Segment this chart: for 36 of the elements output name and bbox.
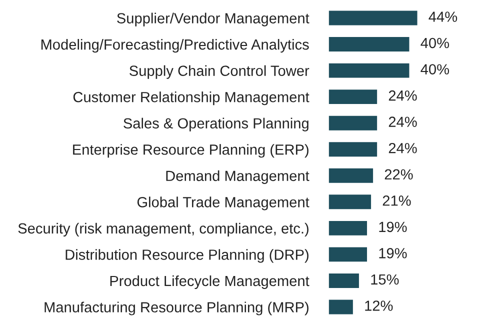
- y-tick-label: Supplier/Vendor Management: [117, 12, 310, 26]
- data-label: 19%: [379, 248, 407, 258]
- bar: [328, 142, 378, 157]
- bar: [328, 220, 368, 236]
- y-tick-label: Enterprise Resource Planning (ERP): [73, 144, 308, 158]
- bar: [328, 194, 372, 210]
- data-label: 24%: [388, 116, 417, 127]
- bar: [328, 168, 374, 183]
- data-label: 44%: [428, 12, 458, 22]
- y-tick-label: Manufacturing Resource Planning (MRP): [44, 302, 308, 316]
- y-tick-label: Security (risk management, compliance, etc.): [18, 222, 308, 236]
- bar: [328, 90, 378, 104]
- data-label: 24%: [388, 90, 417, 101]
- bar: [328, 63, 410, 78]
- data-label: 40%: [420, 64, 450, 74]
- y-tick-label: Distribution Resource Planning (DRP): [66, 249, 308, 263]
- y-tick-label: Demand Management: [166, 170, 310, 184]
- y-tick-label: Sales & Operations Planning: [124, 118, 308, 132]
- data-label: 40%: [420, 38, 450, 48]
- bar: [328, 273, 359, 288]
- bar: [328, 37, 410, 52]
- bar: [328, 300, 353, 314]
- data-label: 21%: [382, 195, 411, 206]
- data-label: 19%: [379, 222, 407, 232]
- data-label: 22%: [384, 169, 413, 180]
- bar: [328, 116, 378, 130]
- y-tick-label: Global Trade Management: [137, 196, 310, 210]
- y-tick-label: Product Lifecycle Management: [110, 275, 310, 290]
- y-tick-label: Supply Chain Control Tower: [130, 65, 310, 79]
- bar: [328, 247, 368, 262]
- data-label: 24%: [388, 142, 417, 154]
- data-label: 15%: [371, 274, 399, 285]
- bar: [328, 10, 418, 26]
- data-label: 12%: [365, 300, 393, 311]
- y-tick-label: Customer Relationship Management: [73, 92, 310, 106]
- y-tick-label: Modeling/Forecasting/Predictive Analytics: [41, 38, 309, 53]
